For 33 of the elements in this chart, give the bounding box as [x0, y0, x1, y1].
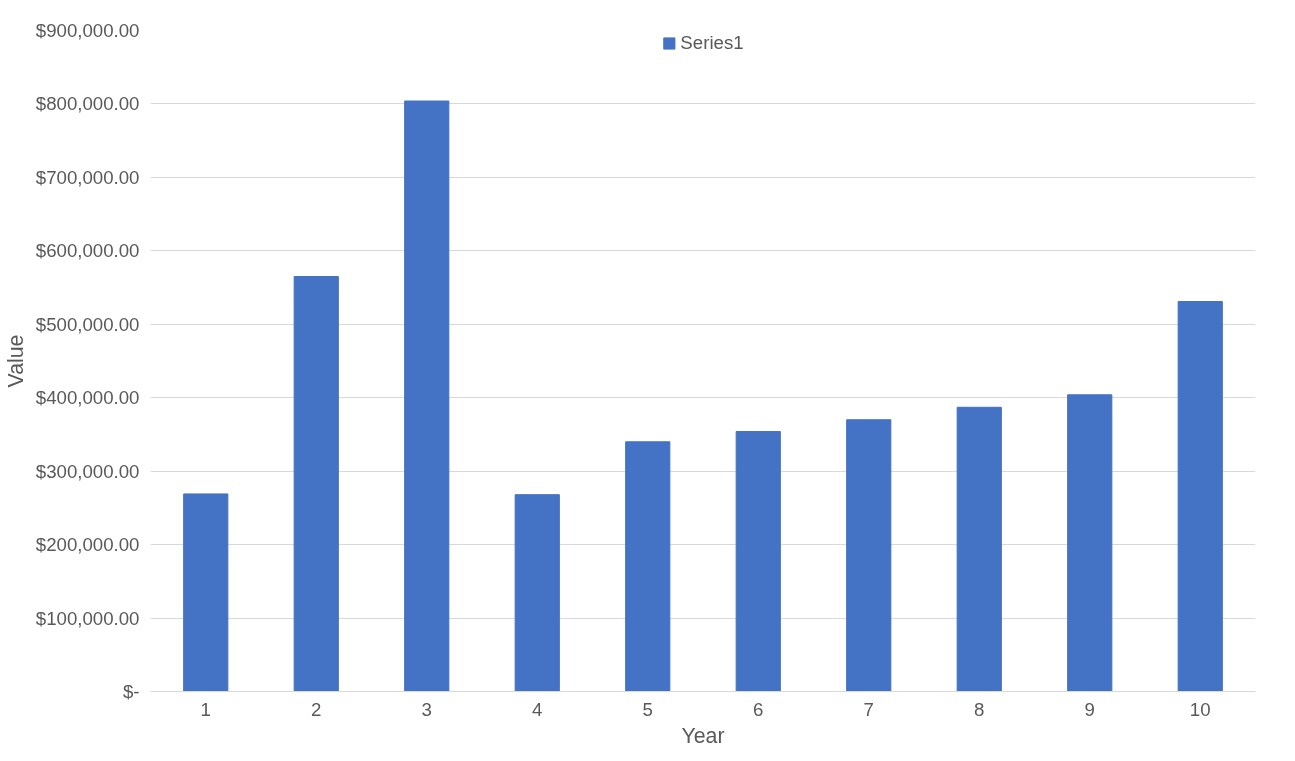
y-tick-label: $200,000.00: [35, 534, 140, 556]
x-tick-label: 9: [1084, 698, 1095, 720]
y-tick-label: $900,000.00: [35, 20, 140, 41]
legend-label: Series1: [680, 32, 744, 54]
bar: [293, 276, 339, 692]
y-tick-label: $500,000.00: [35, 313, 140, 335]
bar: [1177, 301, 1223, 692]
x-tick-label: 6: [753, 698, 764, 720]
bar: [514, 494, 560, 692]
bar: [404, 100, 450, 692]
x-axis-title: Year: [681, 723, 725, 748]
x-tick-label: 10: [1189, 698, 1211, 720]
y-tick-label: $100,000.00: [35, 607, 140, 629]
bar: [183, 493, 229, 692]
y-tick-label: $600,000.00: [35, 240, 140, 262]
y-tick-label: $700,000.00: [35, 166, 140, 188]
bar: [625, 441, 671, 692]
x-tick-label: 8: [974, 698, 985, 720]
x-tick-label: 4: [532, 698, 543, 720]
y-tick-label: $-: [122, 681, 140, 702]
x-tick-label: 3: [421, 698, 432, 720]
y-axis-title: Value: [3, 334, 28, 388]
bar: [956, 406, 1002, 692]
x-tick-label: 1: [200, 698, 211, 720]
y-tick-label: $800,000.00: [35, 93, 140, 115]
y-tick-label: $300,000.00: [35, 460, 140, 482]
bar: [735, 431, 781, 692]
x-tick-label: 7: [863, 698, 874, 720]
x-tick-label: 2: [311, 698, 322, 720]
bar: [846, 419, 892, 692]
y-tick-label: $400,000.00: [35, 387, 140, 409]
x-tick-label: 5: [642, 698, 653, 720]
bar: [1067, 394, 1113, 692]
